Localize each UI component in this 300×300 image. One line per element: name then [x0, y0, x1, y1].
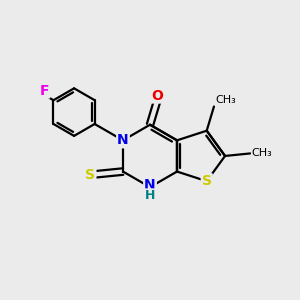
- Text: N: N: [144, 178, 156, 192]
- Text: H: H: [145, 189, 155, 202]
- Text: O: O: [152, 88, 164, 103]
- Text: CH₃: CH₃: [215, 95, 236, 105]
- Text: CH₃: CH₃: [252, 148, 272, 158]
- Text: N: N: [117, 133, 129, 147]
- Text: F: F: [40, 84, 49, 98]
- Text: S: S: [202, 174, 212, 188]
- Text: S: S: [85, 167, 95, 182]
